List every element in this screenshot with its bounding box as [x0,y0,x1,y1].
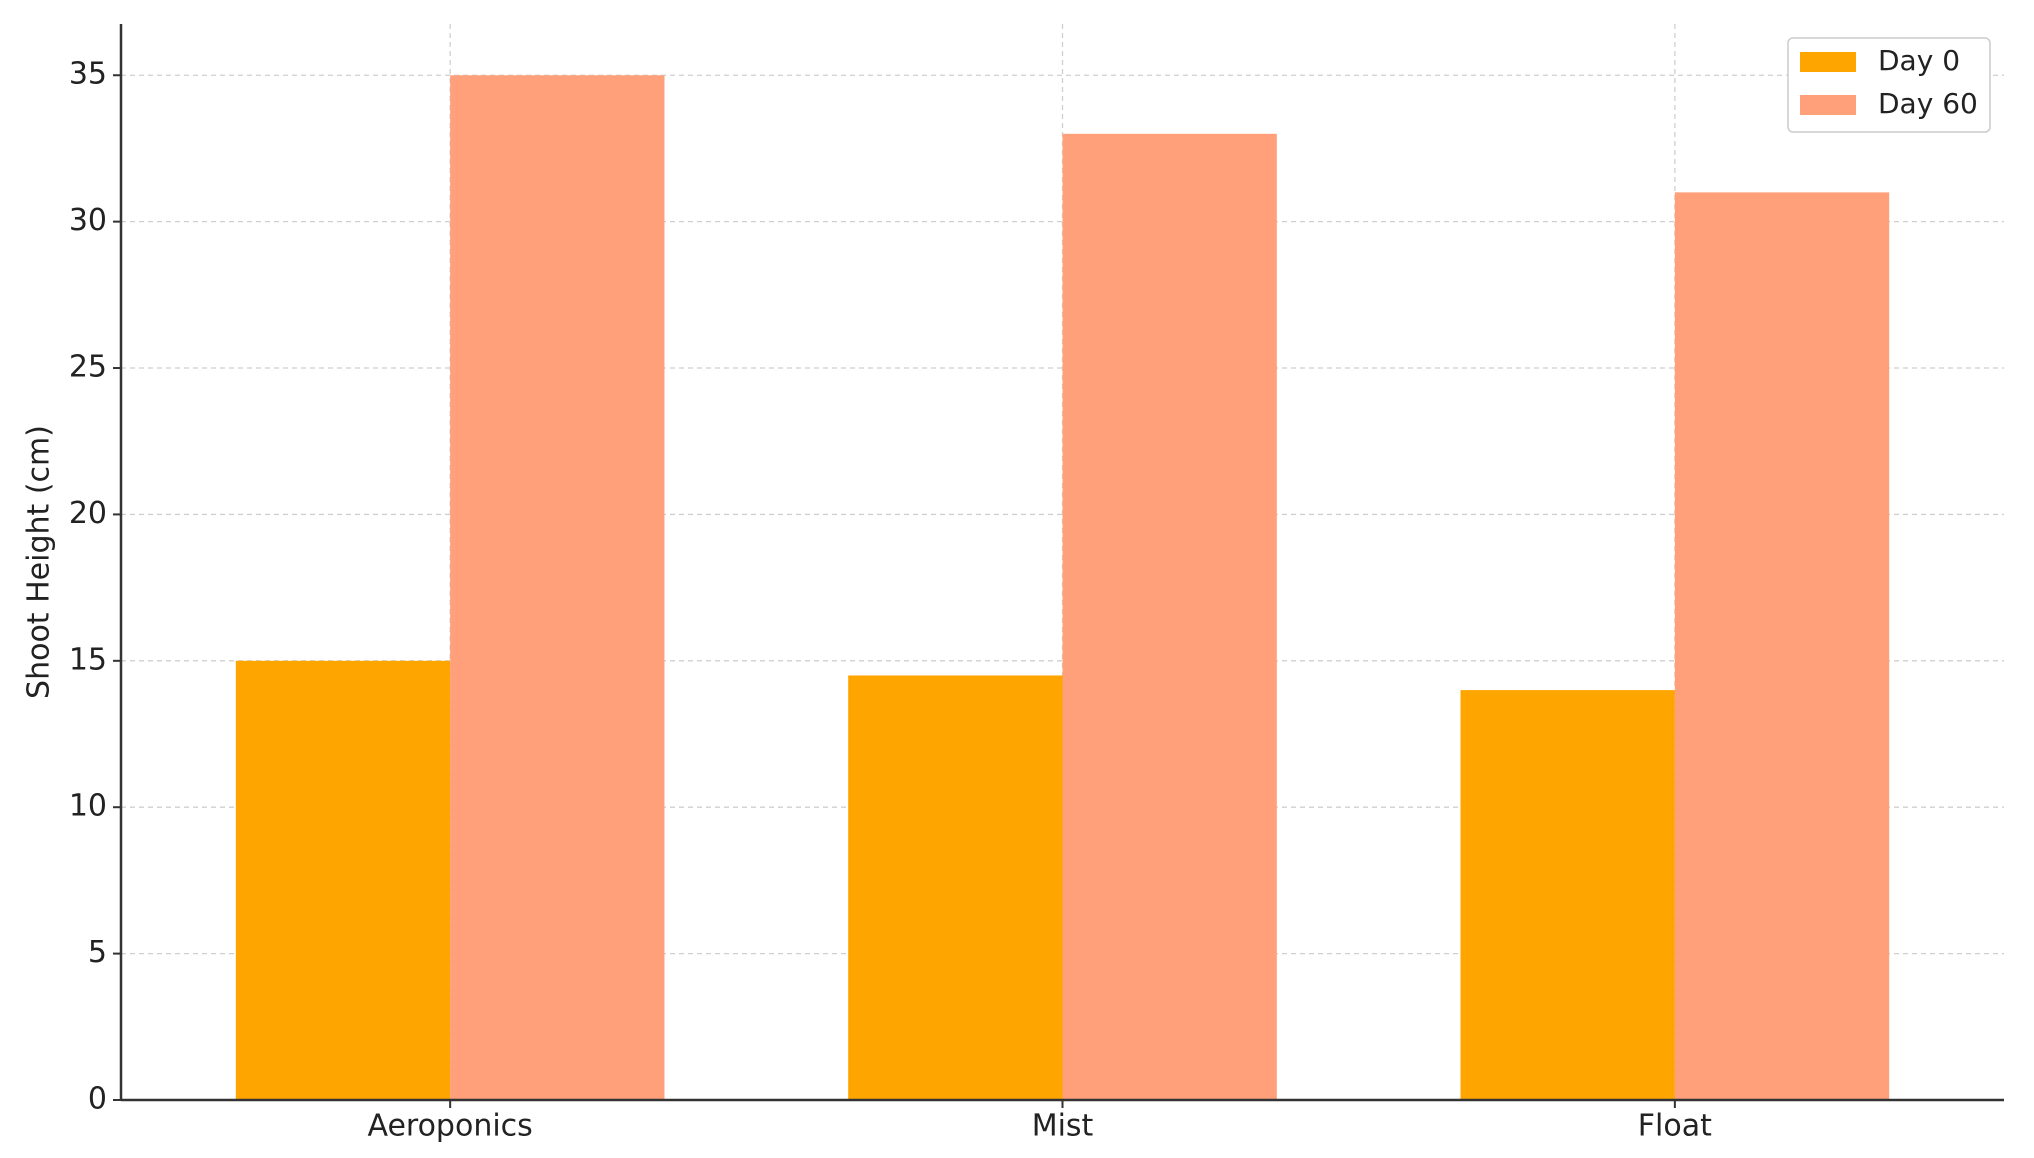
x-tick-label: Float [1638,1109,1712,1144]
bar [450,75,665,1101]
x-tick-label: Aeroponics [367,1109,532,1144]
bar [235,660,451,1100]
bar [848,675,1063,1100]
y-tick-label: 35 [69,57,107,92]
legend-label: Day 0 [1878,44,1960,77]
legend: Day 0 Day 60 [1787,37,1991,133]
legend-swatch [1800,95,1856,115]
bar [1460,690,1675,1100]
bar [1674,192,1890,1100]
y-tick-label: 30 [69,203,107,238]
legend-label: Day 60 [1878,87,1978,120]
y-tick-label: 10 [69,789,107,824]
y-tick-label: 25 [69,350,107,385]
x-tick-label: Mist [1032,1109,1094,1144]
y-tick-label: 15 [69,642,107,677]
y-tick-label: 0 [88,1082,107,1117]
legend-swatch [1800,52,1856,72]
bar [1062,133,1277,1101]
y-axis-label: Shoot Height (cm) [22,425,57,699]
y-tick-label: 20 [69,496,107,531]
y-tick-label: 5 [88,935,107,970]
